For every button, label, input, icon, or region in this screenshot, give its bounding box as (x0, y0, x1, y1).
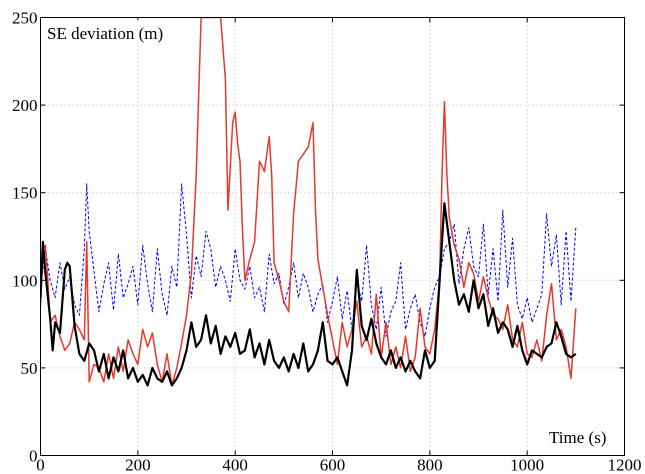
ylabel-background (44, 20, 194, 44)
xlabel-background (546, 422, 622, 448)
x-tick-label: 200 (125, 456, 151, 474)
tick-labels: 0 200 400 600 800 1000 1200 0 50 100 150 200 250 (12, 9, 642, 474)
x-tick-label: 800 (417, 456, 443, 474)
y-tick-label: 100 (12, 271, 38, 290)
x-tick-label: 600 (320, 456, 346, 474)
series-group (40, 17, 577, 387)
y-tick-label: 0 (29, 447, 38, 466)
x-tick-label: 0 (36, 456, 45, 474)
y-axis-title: SE deviation (m) (47, 24, 163, 43)
tick-marks (40, 17, 625, 456)
y-tick-label: 150 (12, 184, 38, 203)
x-tick-label: 1000 (510, 456, 544, 474)
series-black-line (40, 202, 577, 387)
y-tick-label: 250 (12, 9, 38, 28)
series-red-line (40, 17, 577, 387)
series-blue-dashed-line (40, 183, 577, 337)
x-tick-label: 400 (222, 456, 248, 474)
x-tick-label: 1200 (608, 456, 642, 474)
y-tick-label: 50 (21, 359, 38, 378)
grid-lines (40, 17, 625, 456)
y-tick-label: 200 (12, 96, 38, 115)
x-axis-title: Time (s) (549, 428, 606, 447)
